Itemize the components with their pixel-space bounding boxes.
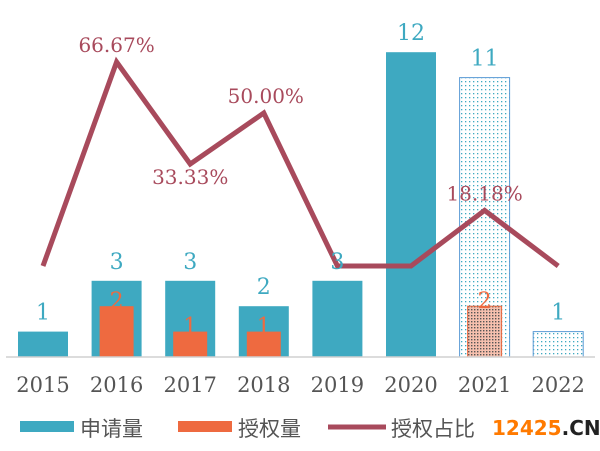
legend-label-ratio: 授权占比 [391,417,475,441]
label-ratio-2021: 18.18% [446,181,522,205]
label-apply-2018: 2 [257,275,271,300]
bar-apply-2019 [312,280,363,357]
bar-grant-2018 [246,331,281,357]
label-apply-2017: 3 [183,250,197,275]
bar-apply-2015 [18,331,68,357]
label-grant-2021: 2 [478,289,492,314]
x-tick-2017: 2017 [163,373,216,397]
legend-label-grant: 授权量 [238,417,301,441]
label-apply-2019: 3 [330,250,344,275]
bar-apply-2022 [532,331,584,358]
watermark-prefix: 12425 [492,416,562,440]
bar-apply-2020 [386,52,436,357]
x-tick-2022: 2022 [531,373,584,397]
label-grant-2016: 2 [110,289,124,314]
x-tick-2016: 2016 [90,373,143,397]
x-tick-2020: 2020 [384,373,437,397]
label-apply-2022: 1 [551,301,565,326]
label-ratio-2016: 66.67% [78,33,154,57]
x-tick-2015: 2015 [16,373,69,397]
label-apply-2015: 1 [36,301,50,326]
label-ratio-2018: 50.00% [228,84,304,108]
legend-label-apply: 申请量 [80,417,143,441]
bar-grant-2017 [173,331,208,357]
bar-grant-2016 [99,306,134,357]
x-tick-2019: 2019 [311,373,364,397]
watermark: 12425.CN [492,416,600,440]
x-tick-2021: 2021 [458,373,511,397]
label-apply-2016: 3 [110,250,124,275]
label-ratio-2017: 33.33% [152,165,228,189]
watermark-suffix: .CN [561,416,600,440]
label-grant-2017: 1 [183,315,197,340]
legend-swatch-grant [178,421,232,432]
line-ratio [40,56,560,269]
legend-swatch-apply [20,421,74,432]
x-tick-2018: 2018 [237,373,290,397]
label-grant-2018: 1 [257,315,271,340]
bar-grant-2021 [467,305,503,358]
label-apply-2020: 12 [397,21,425,46]
label-apply-2021: 11 [471,47,499,72]
